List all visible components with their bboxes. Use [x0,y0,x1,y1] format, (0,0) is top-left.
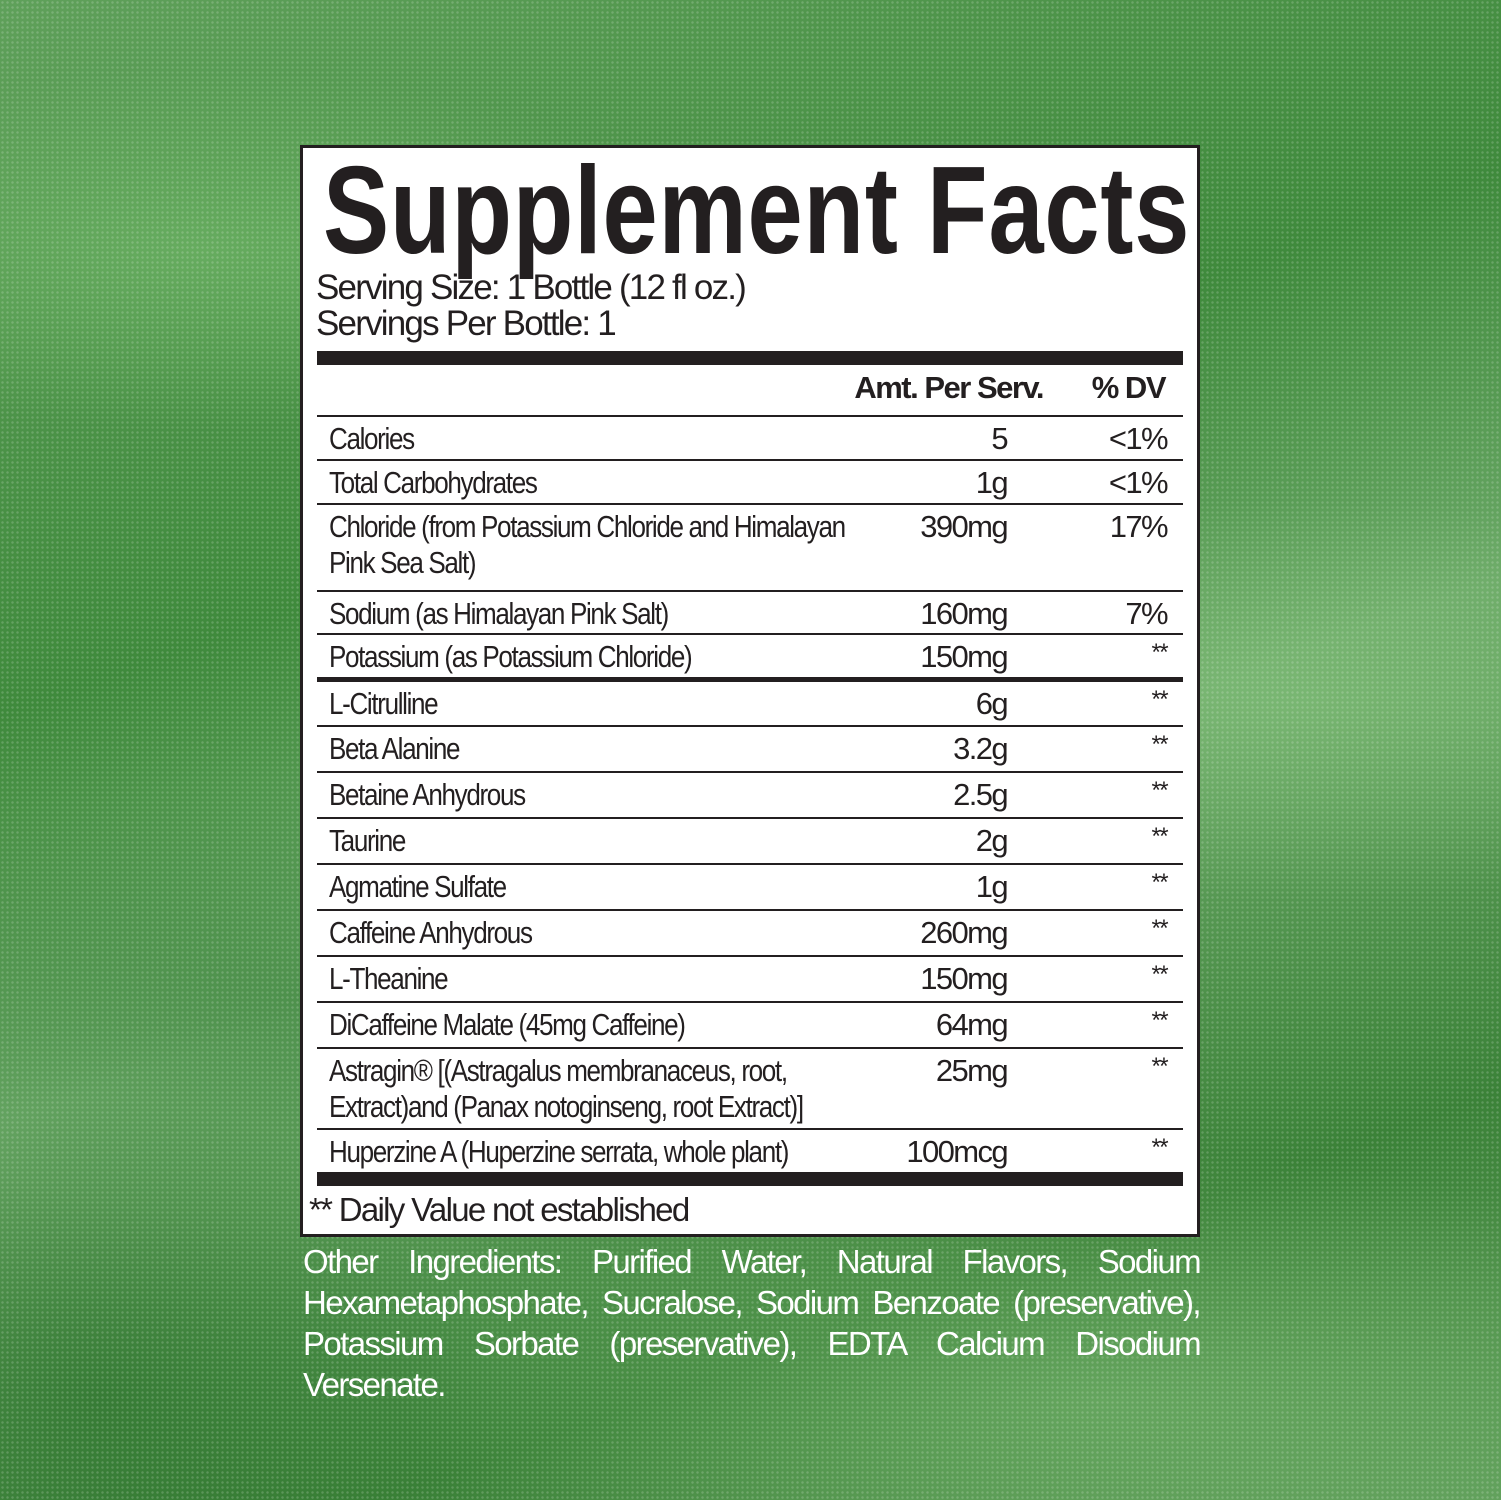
nutrient-name: L-Theanine [329,961,449,996]
nutrient-row: Chloride (from Potassium Chloride and Hi… [317,503,1183,580]
nutrient-row: Astragin® [(Astragalus membranaceus, roo… [317,1047,1183,1124]
nutrient-name: DiCaffeine Malate (45mg Caffeine) [329,1007,686,1042]
nutrient-name: Chloride (from Potassium Chloride and Hi… [329,509,846,580]
serving-size: Serving Size: 1 Bottle (12 fl oz.) [316,268,747,307]
supplement-facts-panel: Supplement Facts Serving Size: 1 Bottle … [300,142,1200,1237]
other-ingredients: Other Ingredients: Purified Water, Natur… [303,1243,1202,1403]
nutrient-name: Betaine Anhydrous [329,777,526,812]
nutrient-row: Caffeine Anhydrous 260mg ** [317,909,1183,950]
nutrient-dv: ** [1151,777,1169,804]
nutrient-row: L-Citrulline 6g ** [317,677,1183,721]
servings-per-container: Servings Per Bottle: 1 [316,304,617,343]
nutrient-dv: ** [1151,869,1169,896]
nutrient-name: Agmatine Sulfate [329,869,507,904]
nutrient-dv: ** [1151,686,1169,713]
nutrient-name: Beta Alanine [329,731,460,766]
nutrient-amount: 25mg [935,1053,1009,1088]
nutrient-amount: 260mg [920,915,1008,950]
nutrient-row: Calories 5 <1% [317,415,1183,456]
nutrient-name: Potassium (as Potassium Chloride) [329,639,693,674]
nutrient-name: Total Carbohydrates [329,465,538,500]
nutrient-name: Sodium (as Himalayan Pink Salt) [329,596,669,631]
nutrient-dv: ** [1151,1053,1169,1080]
nutrient-name: L-Citrulline [329,686,439,721]
nutrient-amount: 100mcg [906,1134,1008,1169]
nutrient-name: Taurine [329,823,406,858]
nutrient-amount: 5 [991,421,1008,456]
nutrient-amount: 2.5g [953,777,1009,812]
nutrient-dv: ** [1151,961,1169,988]
nutrient-row: Huperzine A (Huperzine serrata, whole pl… [317,1128,1183,1169]
nutrient-amount: 6g [975,686,1009,721]
nutrient-row: Total Carbohydrates 1g <1% [317,459,1183,500]
nutrient-row: DiCaffeine Malate (45mg Caffeine) 64mg ** [317,1001,1183,1042]
nutrient-amount: 64mg [935,1007,1009,1042]
nutrient-dv: ** [1151,915,1169,942]
nutrient-row: Sodium (as Himalayan Pink Salt) 160mg 7% [317,590,1183,631]
nutrient-row: Agmatine Sulfate 1g ** [317,863,1183,904]
nutrient-name: Caffeine Anhydrous [329,915,533,950]
nutrient-dv: <1% [1108,421,1169,456]
nutrient-amount: 150mg [920,961,1008,996]
nutrient-row: Taurine 2g ** [317,817,1183,858]
nutrient-row: Beta Alanine 3.2g ** [317,725,1183,766]
nutrient-amount: 390mg [920,509,1008,544]
nutrient-dv: <1% [1108,465,1169,500]
nutrient-dv: 17% [1109,509,1169,544]
thick-divider [317,1172,1183,1186]
nutrient-amount: 150mg [920,639,1008,674]
nutrient-dv: ** [1151,1007,1169,1034]
nutrient-amount: 1g [975,869,1009,904]
nutrient-row: Potassium (as Potassium Chloride) 150mg ** [317,633,1183,674]
nutrient-name: Astragin® [(Astragalus membranaceus, roo… [329,1053,804,1124]
amount-header: Amt. Per Serv. [854,370,1044,405]
nutrient-amount: 160mg [920,596,1008,631]
nutrient-amount: 2g [975,823,1009,858]
nutrient-amount: 1g [975,465,1009,500]
nutrient-name: Huperzine A (Huperzine serrata, whole pl… [329,1134,789,1169]
dv-header: % DV [1091,370,1167,405]
nutrient-dv: ** [1151,731,1169,758]
nutrient-name: Calories [329,421,415,456]
nutrient-dv: ** [1151,639,1169,666]
nutrient-row: L-Theanine 150mg ** [317,955,1183,996]
footnote: ** Daily Value not established [309,1191,690,1228]
thick-divider [317,351,1183,365]
nutrient-dv: ** [1151,823,1169,850]
nutrient-dv: 7% [1125,596,1168,631]
nutrient-row: Betaine Anhydrous 2.5g ** [317,771,1183,812]
panel-title: Supplement Facts [323,142,1191,280]
nutrient-amount: 3.2g [953,731,1009,766]
nutrient-dv: ** [1151,1134,1169,1161]
